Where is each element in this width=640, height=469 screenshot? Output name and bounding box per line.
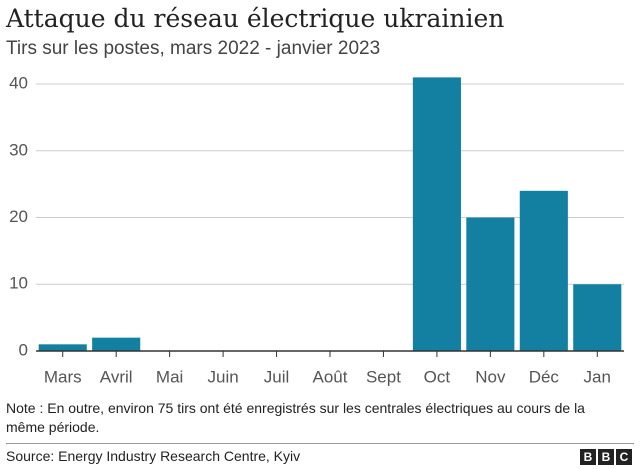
y-tick-label: 30 — [9, 140, 28, 159]
x-tick-label: Mai — [156, 367, 183, 386]
bar — [466, 217, 515, 351]
chart-title: Attaque du réseau électrique ukrainien — [6, 4, 505, 33]
x-tick-label: Jan — [584, 367, 611, 386]
source: Source: Energy Industry Research Centre,… — [6, 448, 301, 464]
chart: 0 10 20 30 40 Mars Avril Mai Juin Juil Août Sept Oct… — [9, 74, 624, 386]
x-tick-label: Mars — [44, 367, 82, 386]
x-tick-label: Août — [313, 367, 348, 386]
x-tick-label: Sept — [366, 367, 401, 386]
x-tick-label: Nov — [475, 367, 506, 386]
x-tick-label: Oct — [424, 367, 451, 386]
x-tick-label: Juin — [207, 367, 238, 386]
bar — [519, 190, 568, 351]
y-tick-label: 10 — [9, 274, 28, 293]
y-tick-label: 0 — [19, 340, 28, 359]
bar — [412, 77, 461, 351]
logo: B B C — [580, 449, 632, 465]
logo-letter: B — [580, 449, 596, 465]
bar — [38, 344, 87, 351]
y-tick-label: 20 — [9, 207, 28, 226]
x-tick-label: Déc — [529, 367, 560, 386]
bar — [92, 337, 141, 351]
bar — [573, 284, 622, 351]
logo-letter: B — [598, 449, 614, 465]
y-tick-label: 40 — [9, 74, 28, 93]
x-tick-label: Avril — [100, 367, 133, 386]
chart-subtitle: Tirs sur les postes, mars 2022 - janvier… — [6, 38, 381, 59]
logo-letter: C — [616, 449, 632, 465]
x-tick-label: Juil — [264, 367, 290, 386]
separator — [6, 443, 634, 444]
note: Note : En outre, environ 75 tirs ont été… — [6, 400, 585, 435]
